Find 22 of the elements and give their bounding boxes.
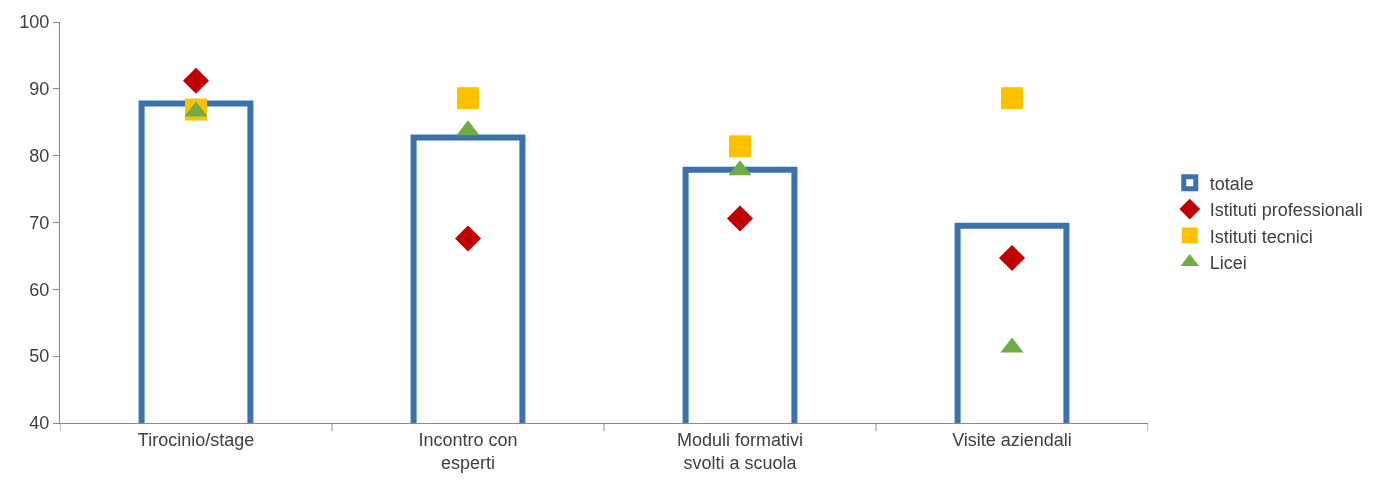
y-tick-label: 90 <box>29 79 50 100</box>
legend-label: Istituti tecnici <box>1209 226 1313 247</box>
x-tick-label: Moduli formativi svolti a scuola <box>676 429 804 473</box>
point <box>457 87 479 110</box>
point <box>727 205 753 232</box>
y-tick-label: 100 <box>19 12 50 33</box>
point <box>999 244 1025 271</box>
x-tick-label: Tirocinio/stage <box>137 429 255 450</box>
legend-label: Istituti professionali <box>1209 200 1363 221</box>
point <box>729 135 751 158</box>
point <box>455 225 481 252</box>
legend-label: Licei <box>1209 252 1247 273</box>
x-tick-label: Incontro con esperti <box>418 429 518 473</box>
y-tick-label: 70 <box>29 212 50 233</box>
y-tick-label: 80 <box>29 145 50 166</box>
point <box>1001 87 1023 110</box>
legend-label: totale <box>1209 173 1254 194</box>
x-tick-label: Visite aziendali <box>952 429 1072 450</box>
y-tick-label: 60 <box>29 279 50 300</box>
y-tick-label: 50 <box>29 346 50 367</box>
y-tick-label: 40 <box>29 413 50 434</box>
point <box>183 67 209 94</box>
